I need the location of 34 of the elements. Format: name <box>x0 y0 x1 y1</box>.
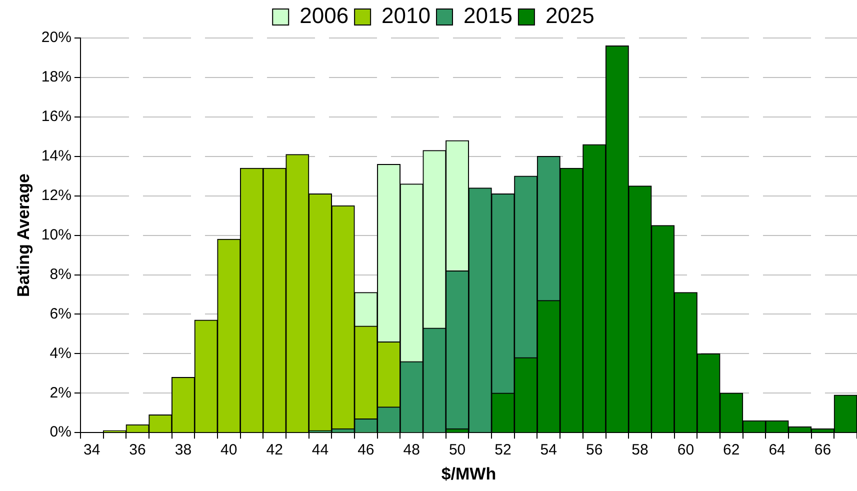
y-tick-label: 8% <box>50 266 72 283</box>
y-tick-label: 6% <box>50 305 72 322</box>
x-tick-label: 54 <box>540 442 557 459</box>
x-tick-label: 56 <box>586 442 603 459</box>
y-tick-label: 20% <box>41 29 72 46</box>
legend-label: 2025 <box>545 3 594 28</box>
x-tick-label: 46 <box>358 442 374 459</box>
legend-label: 2006 <box>300 3 349 28</box>
x-tick-label: 48 <box>403 442 420 459</box>
legend-label: 2010 <box>382 3 431 28</box>
x-tick-label: 44 <box>312 442 329 459</box>
x-tick-label: 34 <box>84 442 100 459</box>
x-tick-label: 52 <box>494 442 512 459</box>
y-tick-label: 12% <box>41 186 72 204</box>
x-tick-label: 38 <box>174 442 192 459</box>
x-axis-title: $/MWh <box>441 464 496 484</box>
legend-label: 2015 <box>464 3 512 28</box>
y-tick-label: 10% <box>41 226 72 244</box>
y-tick-label: 0% <box>50 424 72 441</box>
x-tick-label: 60 <box>677 442 694 459</box>
x-tick-label: 36 <box>129 442 146 459</box>
x-tick-label: 64 <box>768 442 786 459</box>
y-tick-label: 14% <box>41 148 72 165</box>
x-tick-label: 62 <box>723 442 740 459</box>
x-tick-label: 50 <box>448 442 466 459</box>
x-tick-label: 66 <box>814 442 832 459</box>
y-tick-label: 18% <box>41 68 72 86</box>
y-tick-label: 2% <box>50 384 72 402</box>
x-tick-label: 40 <box>220 442 238 459</box>
y-axis-title: Bating Average <box>14 174 33 298</box>
x-tick-label: 42 <box>266 442 283 459</box>
x-tick-label: 58 <box>632 442 648 459</box>
y-tick-label: 4% <box>50 344 72 362</box>
y-tick-label: 16% <box>41 108 72 126</box>
